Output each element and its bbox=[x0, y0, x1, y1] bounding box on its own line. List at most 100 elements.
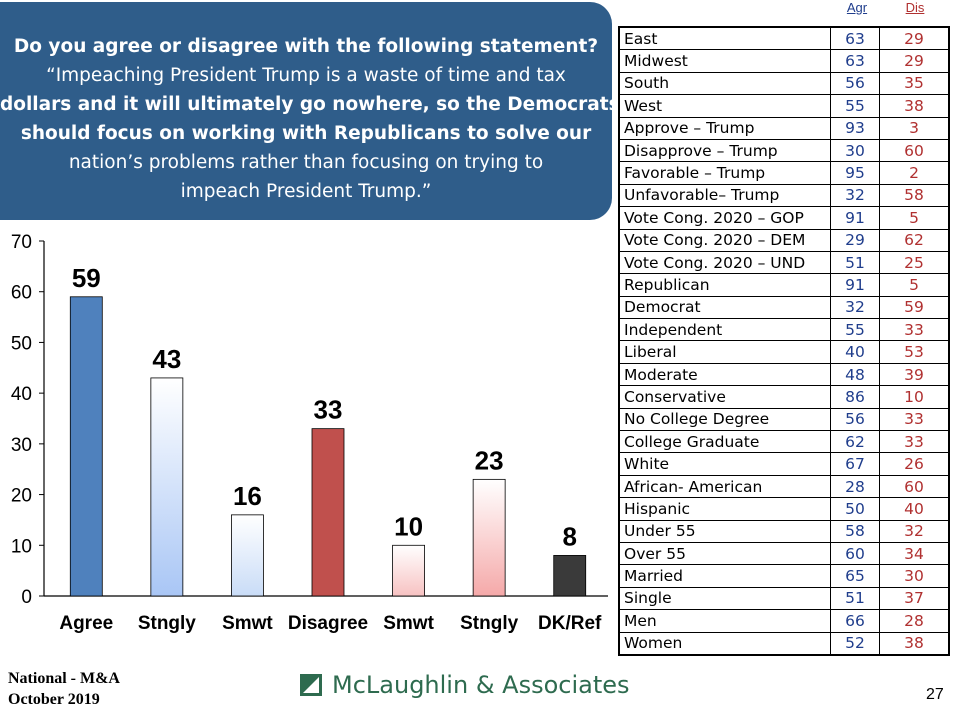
disagree-value: 40 bbox=[879, 497, 949, 521]
row-label: Republican bbox=[619, 273, 831, 297]
y-tick-label: 10 bbox=[11, 536, 32, 557]
disagree-value: 39 bbox=[879, 362, 949, 387]
row-label: Vote Cong. 2020 – DEM bbox=[619, 228, 831, 252]
bar bbox=[392, 544, 425, 597]
company-name: McLaughlin & Associates bbox=[332, 671, 630, 699]
row-label: South bbox=[619, 71, 831, 96]
agree-value: 32 bbox=[830, 183, 880, 208]
table-row: South 56 35 bbox=[619, 71, 949, 96]
row-label: African- American bbox=[619, 474, 831, 499]
bar bbox=[69, 296, 103, 597]
y-tick-label: 60 bbox=[11, 283, 32, 304]
row-label: White bbox=[619, 452, 831, 476]
disagree-value: 26 bbox=[879, 452, 949, 476]
page-number: 27 bbox=[926, 686, 944, 703]
table-row: Unfavorable– Trump 32 58 bbox=[619, 183, 949, 208]
row-label: Married bbox=[619, 564, 831, 588]
row-label: Over 55 bbox=[619, 541, 831, 566]
table-row: Vote Cong. 2020 – UND 51 25 bbox=[619, 250, 949, 275]
data-label: 16 bbox=[233, 481, 262, 511]
question-line: impeach President Trump.” bbox=[180, 181, 432, 202]
table-row: Women 52 38 bbox=[619, 631, 949, 655]
agree-value: 62 bbox=[830, 430, 880, 454]
disagree-value: 32 bbox=[879, 519, 949, 543]
disagree-value: 37 bbox=[879, 586, 949, 611]
agree-value: 30 bbox=[830, 138, 880, 163]
agree-value: 52 bbox=[830, 631, 880, 655]
disagree-value: 58 bbox=[879, 183, 949, 208]
disagree-value: 3 bbox=[879, 116, 949, 140]
disagree-value: 30 bbox=[879, 564, 949, 588]
data-label: 10 bbox=[394, 511, 423, 541]
dis-header: Dis bbox=[905, 0, 925, 15]
bar bbox=[231, 514, 264, 597]
bar bbox=[150, 377, 184, 597]
disagree-value: 35 bbox=[879, 71, 949, 96]
row-label: Democrat bbox=[619, 295, 831, 320]
question-line: Do you agree or disagree with the follow… bbox=[13, 36, 599, 57]
disagree-value: 60 bbox=[879, 474, 949, 499]
agree-value: 65 bbox=[830, 564, 880, 588]
data-label: 8 bbox=[562, 521, 576, 551]
row-label: Unfavorable– Trump bbox=[619, 183, 831, 208]
table-row: Hispanic 50 40 bbox=[619, 497, 949, 521]
agree-value: 51 bbox=[830, 250, 880, 275]
row-label: East bbox=[619, 26, 831, 51]
table-row: Vote Cong. 2020 – GOP 91 5 bbox=[619, 206, 949, 230]
row-label: Favorable – Trump bbox=[619, 161, 831, 185]
y-tick-label: 70 bbox=[11, 232, 32, 253]
y-tick-label: 40 bbox=[11, 384, 32, 405]
table-row: Republican 91 5 bbox=[619, 273, 949, 297]
row-label: Liberal bbox=[619, 340, 831, 364]
table-row: Favorable – Trump 95 2 bbox=[619, 161, 949, 185]
logo-mark-icon bbox=[300, 674, 322, 696]
table-row: Vote Cong. 2020 – DEM 29 62 bbox=[619, 228, 949, 252]
disagree-value: 2 bbox=[879, 161, 949, 185]
category-label: Smwt bbox=[222, 613, 273, 634]
row-label: Women bbox=[619, 631, 831, 655]
table-row: No College Degree 56 33 bbox=[619, 407, 949, 432]
agree-value: 66 bbox=[830, 609, 880, 633]
table-row: Disapprove – Trump 30 60 bbox=[619, 138, 949, 163]
disagree-value: 62 bbox=[879, 228, 949, 252]
footer-left: National - M&A October 2019 bbox=[8, 668, 120, 710]
agree-value: 50 bbox=[830, 497, 880, 521]
agree-value: 56 bbox=[830, 71, 880, 96]
disagree-value: 5 bbox=[879, 273, 949, 297]
disagree-value: 29 bbox=[879, 49, 949, 73]
category-label: Stngly bbox=[460, 613, 518, 634]
table-row: African- American 28 60 bbox=[619, 474, 949, 499]
agree-value: 91 bbox=[830, 206, 880, 230]
agree-value: 91 bbox=[830, 273, 880, 297]
data-label: 43 bbox=[152, 344, 181, 374]
category-label: Smwt bbox=[383, 613, 434, 634]
question-line: nation’s problems rather than focusing o… bbox=[68, 152, 544, 173]
table-row: Moderate 48 39 bbox=[619, 362, 949, 387]
disagree-value: 25 bbox=[879, 250, 949, 275]
disagree-value: 38 bbox=[879, 631, 949, 655]
question-box: Do you agree or disagree with the follow… bbox=[0, 2, 620, 220]
disagree-value: 10 bbox=[879, 385, 949, 409]
table-row: College Graduate 62 33 bbox=[619, 430, 949, 454]
bar-chart: 0 10 20 30 40 50 60 70 59 Agree 43 Stngly 16 Smwt 33 Di… bbox=[11, 232, 608, 634]
category-label: Stngly bbox=[138, 613, 196, 634]
row-label: Approve – Trump bbox=[619, 116, 831, 140]
data-label: 23 bbox=[475, 445, 504, 475]
row-label: Single bbox=[619, 586, 831, 611]
category-label: Agree bbox=[59, 613, 113, 634]
agree-value: 60 bbox=[830, 541, 880, 566]
agree-value: 63 bbox=[830, 49, 880, 73]
y-tick-label: 30 bbox=[11, 435, 32, 456]
y-tick-label: 0 bbox=[21, 587, 32, 608]
question-line: “Impeaching President Trump is a waste o… bbox=[46, 65, 566, 86]
agree-value: 28 bbox=[830, 474, 880, 499]
survey-date: October 2019 bbox=[8, 691, 100, 708]
crosstab-body: East 63 29 Midwest 63 29 South 56 35 West 55 38 Appr… bbox=[619, 26, 949, 655]
row-label: Midwest bbox=[619, 49, 831, 73]
disagree-value: 33 bbox=[879, 318, 949, 342]
agree-value: 56 bbox=[830, 407, 880, 432]
agree-value: 51 bbox=[830, 586, 880, 611]
category-label: DK/Ref bbox=[538, 613, 602, 634]
disagree-value: 33 bbox=[879, 407, 949, 432]
disagree-value: 60 bbox=[879, 138, 949, 163]
